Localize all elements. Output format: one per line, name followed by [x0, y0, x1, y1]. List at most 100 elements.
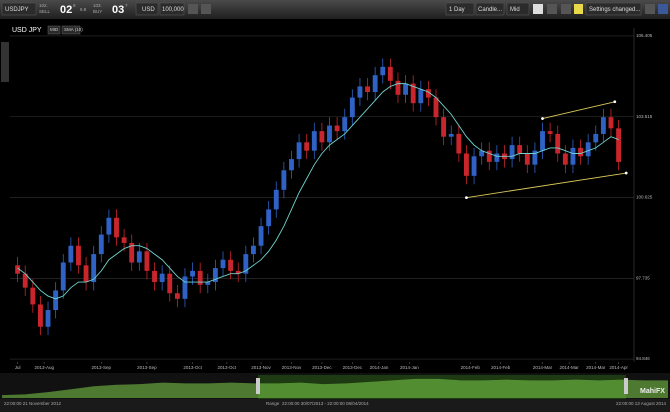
- amount: 100,000: [162, 7, 184, 13]
- icon-button[interactable]: [188, 4, 198, 14]
- x-tick-label: 2014-Mar: [586, 365, 606, 370]
- icon-button[interactable]: [645, 4, 655, 14]
- candle-body: [418, 89, 424, 104]
- buy-price[interactable]: 03: [112, 4, 124, 16]
- candle-body: [410, 83, 416, 104]
- candle-body: [433, 97, 439, 118]
- x-tick-label: 2014-Jan: [400, 365, 419, 370]
- currency-select[interactable]: [135, 2, 159, 16]
- sell-label[interactable]: SELL: [39, 9, 51, 14]
- candle-body: [395, 80, 401, 95]
- x-tick-label: 2014-Apr: [609, 365, 628, 370]
- legend-mid: MID: [50, 27, 59, 32]
- x-tick-label: 2013-Dec: [343, 365, 363, 370]
- candle-body: [251, 245, 256, 255]
- candle-body: [205, 282, 211, 285]
- candle-body: [144, 251, 150, 271]
- icon-button[interactable]: [658, 4, 668, 14]
- candle-body: [281, 170, 287, 190]
- candle-body: [562, 153, 568, 165]
- candle-body: [349, 97, 355, 118]
- sell-prefix: 102.: [39, 3, 48, 8]
- range-label: Range: [266, 401, 280, 406]
- legend-chip[interactable]: [61, 25, 81, 35]
- x-tick-label: 2014-Feb: [491, 365, 511, 370]
- price-type: Mid: [510, 7, 520, 13]
- candle-body: [182, 276, 188, 299]
- candle-body: [106, 217, 112, 235]
- candle-body: [60, 262, 66, 291]
- candle-body: [593, 133, 599, 143]
- candle-body: [342, 117, 348, 132]
- candle-body: [380, 66, 386, 76]
- candle-body: [197, 270, 203, 285]
- candle-body: [365, 86, 370, 93]
- navigator-handle[interactable]: [256, 378, 260, 394]
- candle-body: [311, 131, 317, 151]
- symbol-select[interactable]: [1, 2, 37, 16]
- candle-body: [121, 237, 127, 243]
- x-tick-label: 2014-Feb: [461, 365, 481, 370]
- candle-body: [585, 142, 591, 157]
- range: 22:00:00 30/07/2013 - 22:00:00 08/04/201…: [282, 401, 369, 406]
- candle-body: [486, 150, 492, 162]
- candle-body: [517, 145, 523, 154]
- candle-body: [456, 133, 462, 154]
- candle-body: [22, 273, 28, 288]
- candle-body: [190, 270, 196, 277]
- candle-body: [91, 254, 97, 283]
- icon-button[interactable]: [201, 4, 211, 14]
- trendline-point: [613, 100, 617, 104]
- chart-type: Candle...: [478, 7, 502, 13]
- sell-price[interactable]: 02: [60, 4, 72, 16]
- interval-select[interactable]: [445, 2, 475, 16]
- navigator-start: 22:00:00 21 November 2012: [4, 401, 62, 406]
- candle-body: [448, 133, 454, 137]
- amount-input[interactable]: [159, 2, 185, 16]
- icon-button[interactable]: [574, 4, 583, 14]
- candle-body: [327, 125, 332, 143]
- settings: Settings changed...: [589, 7, 641, 13]
- price-type-select[interactable]: [506, 2, 530, 16]
- candle-body: [387, 66, 393, 81]
- candle-body: [464, 153, 469, 176]
- candle-body: [68, 245, 74, 263]
- candle-body: [555, 133, 561, 154]
- x-tick-label: 2013-Nov: [251, 365, 271, 370]
- chart-type-select[interactable]: [475, 2, 505, 16]
- icon-button[interactable]: [561, 4, 571, 14]
- candle-body: [258, 226, 264, 246]
- side-tab[interactable]: [1, 42, 9, 82]
- candle-body: [15, 265, 21, 274]
- x-tick-label: 2013-Nov: [282, 365, 302, 370]
- navigator-handle[interactable]: [624, 378, 628, 394]
- icon-button[interactable]: [547, 4, 557, 14]
- y-tick-label: 97.735: [636, 275, 650, 280]
- legend-chip[interactable]: [47, 25, 61, 35]
- candle-body: [479, 150, 485, 157]
- navigator-bar: [0, 399, 670, 412]
- candle-body: [174, 293, 180, 299]
- settings-select[interactable]: [585, 2, 642, 16]
- y-tick-label: 100.625: [636, 195, 653, 200]
- x-tick-label: 2013-Oct: [183, 365, 202, 370]
- x-tick-label: 2014-Mar: [533, 365, 553, 370]
- candle-body: [304, 142, 310, 151]
- candle-body: [425, 89, 431, 98]
- candle-body: [273, 189, 279, 210]
- y-tick-label: 94.846: [636, 356, 650, 361]
- candle-body: [114, 217, 119, 238]
- symbol: USDJPY: [5, 7, 29, 13]
- navigator-end: 22:00:00 13 August 2014: [616, 401, 667, 406]
- icon-button[interactable]: [533, 4, 543, 14]
- legend-sma: SMA (10): [64, 27, 83, 32]
- trendline: [466, 172, 627, 199]
- currency: USD: [142, 7, 155, 13]
- buy-label[interactable]: BUY: [93, 9, 102, 14]
- candle-body: [98, 234, 104, 255]
- trendline-point: [624, 171, 628, 175]
- chart-symbol: USD JPY: [12, 27, 42, 34]
- candle-body: [608, 117, 614, 129]
- y-tick-label: 106.405: [636, 33, 653, 38]
- buy-prefix: 103.: [93, 3, 102, 8]
